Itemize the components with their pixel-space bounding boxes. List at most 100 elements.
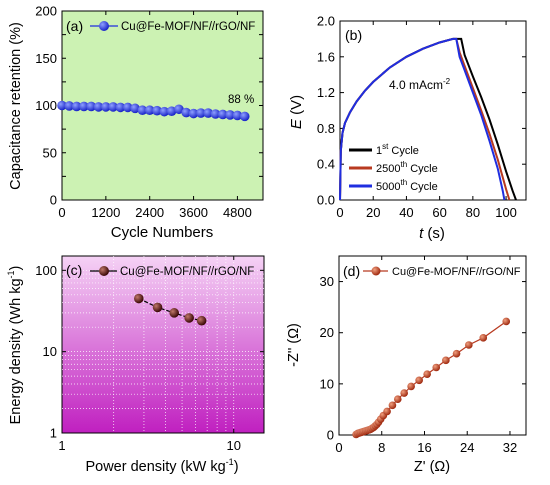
panel-a-y-axis-label: Capacitance retention (%) [8, 22, 24, 190]
panel-a-x-tick-label: 2400 [135, 205, 164, 220]
panel-c-x-ticks: 1 10 [58, 256, 241, 453]
panel-a-data-point [210, 109, 221, 119]
panel-b-x-tick-label: 80 [466, 205, 480, 220]
panel-d-legend-text: Cu@Fe-MOF/NF//rGO/NF [392, 266, 521, 278]
panel-a-data-point [166, 106, 177, 116]
panel-a-data-point [218, 109, 228, 120]
panel-c-x-axis-label: Power density (kW kg-1) [85, 457, 238, 475]
panel-a-points [57, 100, 250, 122]
panel-a-y-tick-label: 200 [35, 4, 57, 19]
panel-a-data-point [239, 111, 250, 122]
panel-b-x-tick-label: 20 [366, 205, 380, 220]
panel-a-x-tick-label: 3600 [179, 205, 208, 220]
panel-a-data-point [108, 102, 118, 112]
panel-a-data-point [137, 105, 148, 116]
panel-c-data-point [196, 315, 207, 326]
panel-a-data-point [64, 101, 75, 111]
panel-c-plot-area [61, 255, 265, 434]
panel-a-x-ticks: 0 1200 2400 3600 4800 [58, 11, 252, 220]
panel-a-annotation: 88 % [228, 94, 254, 106]
panel-d-y-tick-label: 0 [327, 428, 334, 443]
panel-d-data-point [442, 356, 450, 365]
panel-c-grid [62, 256, 264, 433]
panel-c-data-point [184, 313, 194, 323]
panel-b-annotation: 4.0 mAcm-2 [389, 77, 451, 92]
panel-c-points [134, 293, 207, 326]
panel-d: 0 10 20 30 0 8 16 24 32 (d) Cu@Fe-MOF/NF//rGO/N… [286, 255, 527, 475]
panel-a-y-tick-label: 150 [35, 51, 57, 66]
panel-c-data-point [152, 302, 163, 313]
panel-b-x-ticks: 0 20 40 60 80 100 [336, 21, 517, 220]
panel-a-data-point [93, 102, 104, 112]
panel-d-data-point [407, 382, 415, 391]
panel-b-legend: 1st Cycle 2500th Cycle 5000th Cycle [349, 142, 438, 193]
panel-d-x-tick-label: 8 [378, 440, 385, 455]
panel-c-y-tick-label: 100 [35, 263, 57, 278]
panel-d-x-tick-label: 0 [335, 440, 342, 455]
panel-d-plot-area [338, 255, 527, 436]
panel-d-points [352, 317, 511, 439]
panel-b-legend-text-1: 1st Cycle [376, 142, 419, 157]
panel-a-data-point [159, 106, 170, 117]
panel-b-series-line-3 [339, 37, 506, 201]
panel-a-data-point [57, 100, 67, 111]
panel-a-y-tick-label: 100 [35, 98, 57, 113]
panel-d-legend-marker [371, 266, 381, 276]
panel-d-data-point [479, 334, 488, 342]
panel-d-x-ticks: 0 8 16 24 32 [335, 256, 517, 455]
panel-a-legend-text: Cu@Fe-MOF/NF//rGO/NF [121, 21, 255, 33]
panel-b-series-lines [339, 37, 517, 201]
panel-a-data-point [79, 101, 89, 112]
panel-c-legend-marker [99, 266, 109, 276]
panel-c-y-ticks: 1 10 100 [35, 263, 264, 441]
panel-b-legend-text-2: 2500th Cycle [376, 160, 438, 175]
panel-c-y-tick-label: 1 [50, 426, 57, 441]
panel-c-data-point [134, 293, 144, 304]
panel-a-legend-marker [99, 21, 109, 31]
panel-d-data-point [383, 407, 391, 416]
panel-a-data-point [71, 101, 82, 112]
panel-c-data-point [169, 308, 179, 318]
panel-d-data-point [452, 349, 461, 358]
panel-b-y-tick-label: 0.0 [317, 193, 335, 208]
panel-d-data-point [400, 389, 408, 397]
panel-a-data-point [232, 110, 243, 121]
panel-a-x-tick-label: 1200 [91, 205, 120, 220]
panel-a-label: (a) [66, 18, 83, 34]
panel-d-y-ticks: 0 10 20 30 [320, 274, 526, 443]
panel-d-x-axis-label: Z' (Ω) [414, 459, 450, 475]
panel-b-y-tick-label: 0.4 [317, 157, 335, 172]
panel-a-data-point [122, 102, 133, 113]
panel-d-y-tick-label: 30 [320, 274, 334, 289]
panel-b-x-tick-label: 100 [495, 205, 517, 220]
panel-b-y-tick-label: 1.2 [317, 85, 335, 100]
panel-a-data-point [196, 108, 206, 118]
panel-b-y-ticks: 0.0 0.4 0.8 1.2 1.6 2.0 [317, 14, 526, 208]
panel-c: 1 10 100 1 10 (c) Cu@Fe-MOF/NF//rGO/NF Powe… [6, 255, 265, 475]
panel-c-x-tick-label: 1 [58, 438, 65, 453]
panel-a-data-point [181, 107, 192, 118]
panel-d-data-point [388, 401, 397, 410]
panel-a-data-point [86, 101, 97, 112]
panel-d-label: (d) [343, 263, 360, 279]
panel-a-x-axis-label: Cycle Numbers [111, 224, 214, 241]
panel-d-x-tick-label: 32 [503, 440, 517, 455]
panel-a-y-tick-label: 0 [50, 193, 57, 208]
panel-a-y-ticks: 0 50 100 150 200 [35, 4, 263, 208]
panel-b-plot-area [339, 20, 527, 201]
panel-a-y-tick-label: 50 [43, 145, 57, 160]
panel-b-y-axis-label: E (V) [288, 95, 305, 129]
panel-b-x-tick-label: 60 [432, 205, 446, 220]
panel-a-data-point [101, 102, 111, 112]
panel-d-data-point [415, 376, 423, 385]
panel-a-data-point [188, 108, 199, 119]
panel-a-data-point [225, 110, 235, 120]
panel-d-y-axis-label: -Z'' (Ω) [286, 323, 302, 367]
panel-d-x-tick-label: 24 [460, 440, 474, 455]
panel-d-data-point [423, 370, 431, 378]
panel-a-data-point [203, 108, 213, 118]
panel-b: 0.0 0.4 0.8 1.2 1.6 2.0 0 20 40 60 80 100 (b) 4.0 … [288, 14, 527, 242]
panel-d-data-point [465, 341, 473, 349]
panel-a: 0 50 100 150 200 0 1200 2400 3600 4800 (a) Cu@Fe… [8, 4, 264, 241]
